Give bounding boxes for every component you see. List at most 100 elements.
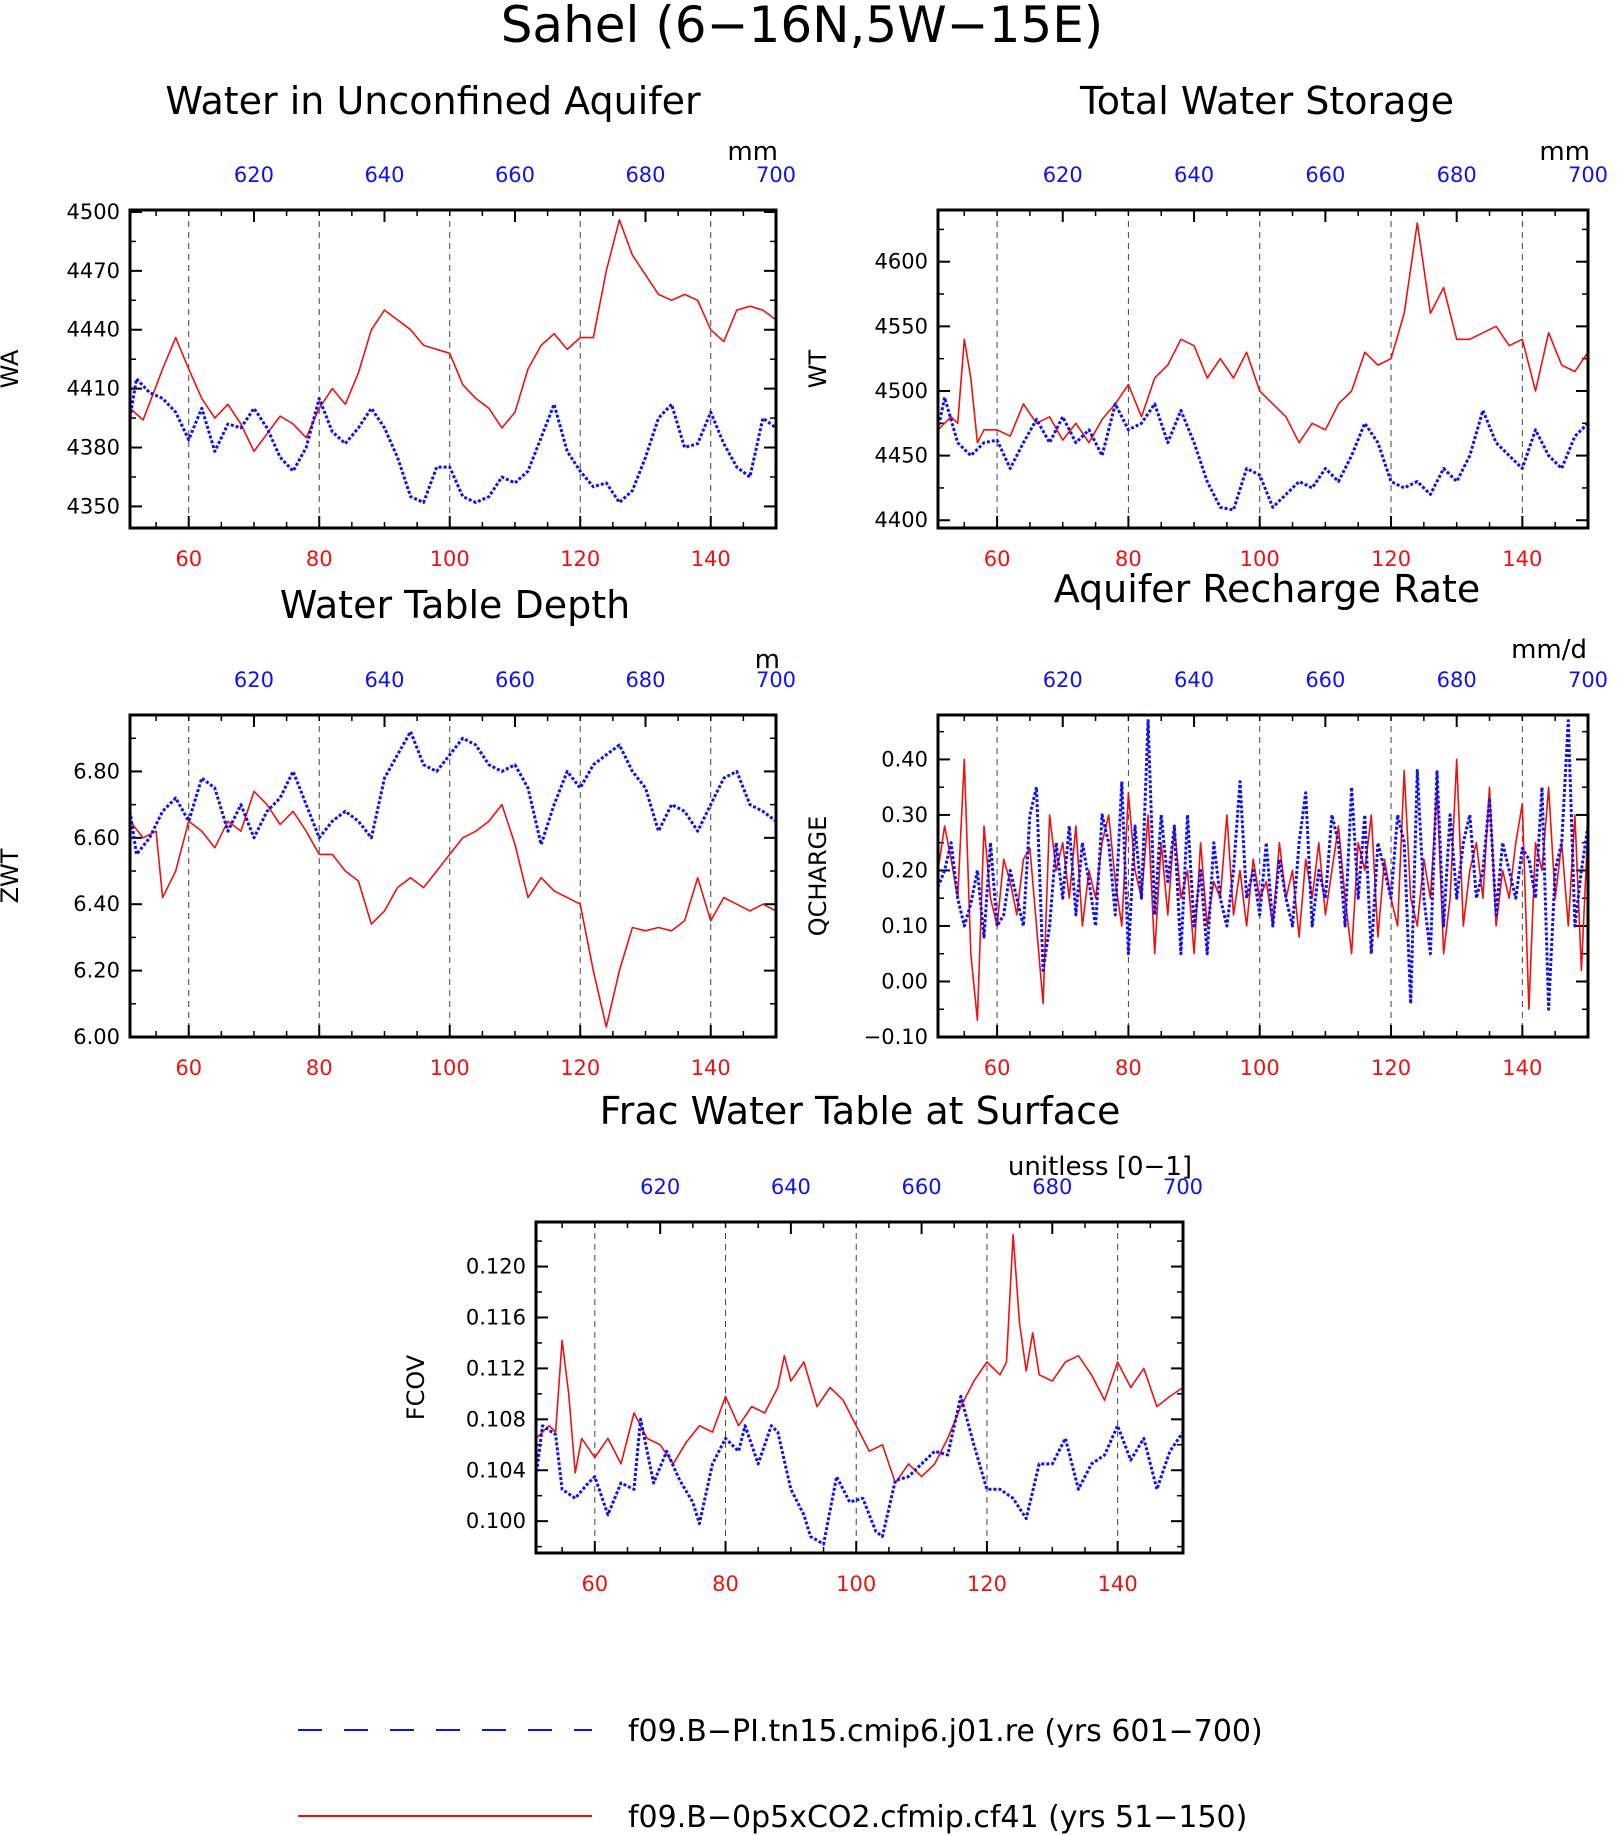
- y-tick-label: 0.100: [466, 1509, 526, 1533]
- y-axis-label: WT: [804, 349, 832, 388]
- chart-panel-3: Water Table Depth m ZWT 60 80 100 120 140 620 640…: [0, 583, 796, 1080]
- y-tick-label: 0.30: [881, 803, 928, 827]
- y-tick-label: 4440: [67, 318, 120, 342]
- x-tick-label: 100: [836, 1572, 876, 1596]
- y-tick-label: 4500: [875, 379, 928, 403]
- x-tick-label: 80: [712, 1572, 739, 1596]
- x-top-tick-label: 660: [1305, 163, 1345, 187]
- chart-panel-1: Water in Unconfined Aquifer mm WA 60 80 100 12…: [0, 79, 796, 571]
- x-tick-label: 60: [175, 547, 202, 571]
- red-series-line: [129, 219, 777, 453]
- y-tick-label: 6.40: [73, 892, 120, 916]
- y-tick-label: 4450: [875, 444, 928, 468]
- y-tick-label: 0.112: [466, 1356, 526, 1380]
- figure-title: Sahel (6−16N,5W−15E): [501, 0, 1104, 54]
- legend-blue-label: f09.B−PI.tn15.cmip6.j01.re (yrs 601−700): [628, 1714, 1263, 1749]
- panel-title: Aquifer Recharge Rate: [1054, 567, 1481, 611]
- legend-red-label: f09.B−0p5xCO2.cfmip.cf41 (yrs 51−150): [628, 1800, 1247, 1835]
- x-tick-label: 120: [560, 547, 600, 571]
- y-axis-label: WA: [0, 349, 24, 388]
- x-tick-label: 140: [1098, 1572, 1138, 1596]
- plot-frame: [534, 1220, 1185, 1555]
- x-tick-label: 120: [967, 1572, 1007, 1596]
- panel-title: Water in Unconfined Aquifer: [165, 79, 701, 123]
- x-top-tick-label: 680: [1437, 163, 1477, 187]
- x-tick-label: 100: [1240, 547, 1280, 571]
- plot-frame: [936, 713, 1590, 1039]
- chart-panel-2: Total Water Storage mm WT 60 80 100 120 140 620 6…: [804, 79, 1608, 571]
- y-tick-label: 4350: [67, 494, 120, 518]
- x-tick-label: 60: [984, 1056, 1011, 1080]
- x-tick-label: 60: [175, 1056, 202, 1080]
- x-top-tick-label: 680: [1437, 668, 1477, 692]
- y-tick-label: 4400: [875, 508, 928, 532]
- x-tick-label: 100: [430, 547, 470, 571]
- x-top-tick-label: 640: [364, 668, 404, 692]
- plot-frame: [128, 713, 778, 1039]
- blue-series-line: [936, 719, 1590, 1011]
- y-tick-label: 0.40: [881, 747, 928, 771]
- y-tick-label: 0.108: [466, 1407, 526, 1431]
- x-tick-label: 120: [560, 1056, 600, 1080]
- y-tick-label: 0.104: [466, 1458, 526, 1482]
- panel-title: Water Table Depth: [280, 583, 631, 627]
- plot-frame: [936, 208, 1590, 530]
- x-tick-label: 80: [306, 547, 333, 571]
- y-tick-label: 0.120: [466, 1255, 526, 1279]
- x-top-tick-label: 660: [1305, 668, 1345, 692]
- x-tick-label: 140: [1502, 547, 1542, 571]
- y-tick-label: 4550: [875, 314, 928, 338]
- y-tick-label: 4380: [67, 436, 120, 460]
- x-top-tick-label: 640: [1174, 668, 1214, 692]
- y-tick-label: 6.20: [73, 959, 120, 983]
- y-tick-label: 6.80: [73, 759, 120, 783]
- x-tick-label: 60: [984, 547, 1011, 571]
- units-label: m: [755, 645, 780, 675]
- x-top-tick-label: 700: [1568, 668, 1608, 692]
- x-tick-label: 100: [1240, 1056, 1280, 1080]
- y-tick-label: 4470: [67, 259, 120, 283]
- x-top-tick-label: 640: [771, 1175, 811, 1199]
- blue-series-line: [534, 1394, 1185, 1546]
- y-tick-label: 0.116: [466, 1305, 526, 1329]
- x-top-tick-label: 620: [234, 668, 274, 692]
- x-top-tick-label: 620: [1043, 163, 1083, 187]
- y-axis-label: ZWT: [0, 848, 24, 903]
- y-tick-label: 0.10: [881, 914, 928, 938]
- y-axis-label: QCHARGE: [804, 816, 832, 937]
- x-top-tick-label: 660: [495, 163, 535, 187]
- x-top-tick-label: 620: [1043, 668, 1083, 692]
- units-label: mm: [727, 137, 778, 167]
- y-tick-label: 4500: [67, 200, 120, 224]
- chart-panel-5: Frac Water Table at Surface unitless [0−1…: [402, 1089, 1203, 1596]
- x-tick-label: 120: [1371, 1056, 1411, 1080]
- x-top-tick-label: 620: [640, 1175, 680, 1199]
- x-tick-label: 100: [430, 1056, 470, 1080]
- x-top-tick-label: 640: [364, 163, 404, 187]
- x-top-tick-label: 700: [1163, 1175, 1203, 1199]
- plot-frame: [128, 208, 778, 530]
- x-top-tick-label: 700: [756, 163, 796, 187]
- x-tick-label: 140: [691, 547, 731, 571]
- y-tick-label: 6.60: [73, 826, 120, 850]
- blue-series-line: [936, 395, 1590, 512]
- x-top-tick-label: 640: [1174, 163, 1214, 187]
- panel-title: Frac Water Table at Surface: [600, 1089, 1121, 1133]
- red-series-line: [535, 1233, 1184, 1484]
- x-tick-label: 80: [1115, 547, 1142, 571]
- units-label: mm: [1539, 137, 1590, 167]
- x-tick-label: 80: [306, 1056, 333, 1080]
- red-series-line: [129, 790, 777, 1028]
- panel-title: Total Water Storage: [1079, 79, 1454, 123]
- x-top-tick-label: 700: [756, 668, 796, 692]
- units-label: unitless [0−1]: [1008, 1152, 1192, 1182]
- x-top-tick-label: 660: [495, 668, 535, 692]
- y-tick-label: −0.10: [864, 1025, 928, 1049]
- legend: f09.B−PI.tn15.cmip6.j01.re (yrs 601−700)…: [298, 1714, 1263, 1835]
- x-top-tick-label: 680: [625, 668, 665, 692]
- x-top-tick-label: 700: [1568, 163, 1608, 187]
- chart-panel-4: Aquifer Recharge Rate mm/d QCHARGE 60 80 100 1…: [804, 567, 1608, 1080]
- y-tick-label: 0.20: [881, 858, 928, 882]
- units-label: mm/d: [1511, 635, 1587, 665]
